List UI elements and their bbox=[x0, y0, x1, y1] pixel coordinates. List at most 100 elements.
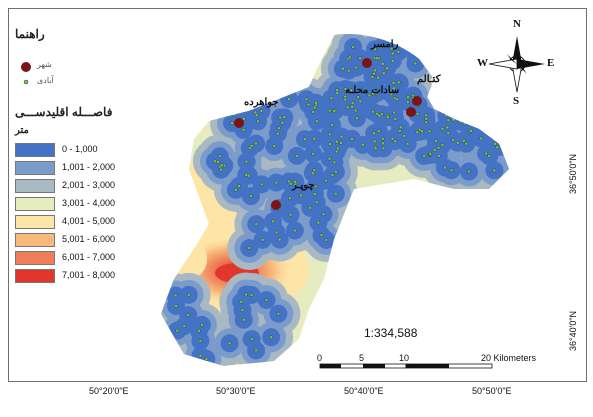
village-point bbox=[329, 96, 334, 101]
legend-city-symbol bbox=[21, 62, 31, 72]
village-point bbox=[353, 108, 358, 113]
village-point bbox=[373, 68, 377, 73]
label-sadat-mahalle: سادات محلـه bbox=[345, 85, 400, 96]
coord-y-1: 36°50'0"N bbox=[568, 153, 578, 194]
village-point bbox=[451, 117, 456, 122]
city-markers bbox=[234, 58, 422, 210]
village-point bbox=[280, 120, 285, 125]
village-point bbox=[213, 159, 217, 164]
village-point bbox=[230, 121, 234, 125]
village-point bbox=[319, 233, 324, 237]
village-point bbox=[186, 313, 191, 317]
coord-y-2: 36°40'0"N bbox=[568, 310, 578, 351]
legend-class-label: 6,001 - 7,000 bbox=[62, 252, 116, 262]
village-point bbox=[484, 151, 489, 156]
village-point bbox=[394, 97, 399, 101]
village-point bbox=[487, 114, 492, 119]
village-point bbox=[381, 146, 386, 151]
village-point bbox=[390, 51, 395, 56]
village-point bbox=[450, 104, 455, 109]
village-point bbox=[493, 109, 498, 114]
village-point bbox=[333, 191, 338, 196]
village-point bbox=[446, 131, 451, 136]
village-point bbox=[324, 178, 328, 183]
village-point bbox=[392, 86, 396, 91]
village-point bbox=[332, 109, 337, 113]
village-point bbox=[259, 109, 264, 113]
village-point bbox=[449, 168, 454, 173]
village-point bbox=[462, 121, 467, 126]
village-point bbox=[397, 129, 402, 133]
village-point bbox=[340, 66, 345, 71]
village-point bbox=[219, 167, 223, 172]
village-point bbox=[335, 91, 340, 95]
village-point bbox=[254, 141, 258, 146]
village-point bbox=[198, 353, 203, 358]
village-point bbox=[373, 47, 377, 52]
village-point bbox=[343, 97, 348, 102]
village-point bbox=[241, 128, 246, 132]
label-katalom: کتـالم bbox=[417, 74, 441, 85]
village-point bbox=[455, 140, 460, 145]
village-point bbox=[451, 137, 456, 142]
village-point bbox=[424, 120, 429, 125]
village-point bbox=[274, 180, 279, 185]
legend-class-swatch bbox=[15, 269, 55, 283]
village-point bbox=[216, 159, 220, 164]
village-point bbox=[249, 337, 254, 341]
village-point bbox=[244, 159, 249, 164]
village-point bbox=[327, 132, 332, 137]
village-point bbox=[249, 194, 253, 199]
village-point bbox=[467, 169, 471, 174]
village-point bbox=[276, 131, 280, 136]
village-point bbox=[405, 142, 410, 146]
village-point bbox=[198, 339, 203, 343]
village-point bbox=[461, 139, 466, 143]
village-point bbox=[348, 55, 352, 60]
village-point bbox=[288, 196, 292, 201]
village-point bbox=[398, 125, 403, 130]
village-point bbox=[269, 335, 273, 340]
legend-village-label: آبادی bbox=[37, 76, 54, 85]
scale-tick-10: 10 bbox=[399, 353, 410, 363]
village-point bbox=[374, 56, 379, 61]
village-point bbox=[372, 131, 376, 136]
legend-distance-title: فاصـــله اقلیدســـی bbox=[15, 105, 113, 119]
village-point bbox=[428, 151, 433, 156]
village-point bbox=[493, 141, 497, 146]
coord-x-2: 50°30'0"E bbox=[216, 386, 256, 396]
village-point bbox=[356, 95, 360, 99]
village-point bbox=[328, 142, 332, 146]
village-point bbox=[349, 88, 354, 93]
label-ramsar: رامسر bbox=[371, 39, 399, 50]
compass-rose bbox=[488, 36, 545, 93]
village-point bbox=[372, 71, 376, 76]
village-point bbox=[316, 220, 321, 225]
village-point bbox=[311, 110, 316, 114]
legend-class-label: 4,001 - 5,000 bbox=[62, 216, 116, 226]
village-point bbox=[242, 116, 246, 121]
village-point bbox=[182, 324, 187, 329]
village-point bbox=[330, 123, 334, 127]
village-point bbox=[308, 205, 313, 210]
village-point bbox=[402, 134, 406, 138]
village-point bbox=[391, 80, 396, 85]
village-point bbox=[239, 299, 244, 304]
village-point bbox=[173, 293, 178, 298]
village-point bbox=[446, 118, 451, 123]
village-point bbox=[380, 136, 385, 141]
village-point bbox=[334, 140, 339, 144]
village-point bbox=[498, 144, 503, 149]
village-point bbox=[260, 237, 265, 242]
legend-class-swatch bbox=[15, 197, 55, 211]
village-point bbox=[373, 146, 378, 151]
label-chupar: چوپـر bbox=[292, 180, 315, 191]
village-point bbox=[311, 171, 315, 176]
village-point bbox=[405, 100, 410, 104]
village-point bbox=[413, 61, 418, 66]
village-point bbox=[227, 341, 232, 346]
village-point bbox=[420, 129, 424, 134]
village-point bbox=[415, 130, 420, 135]
village-point bbox=[277, 126, 281, 131]
village-point bbox=[406, 95, 410, 100]
